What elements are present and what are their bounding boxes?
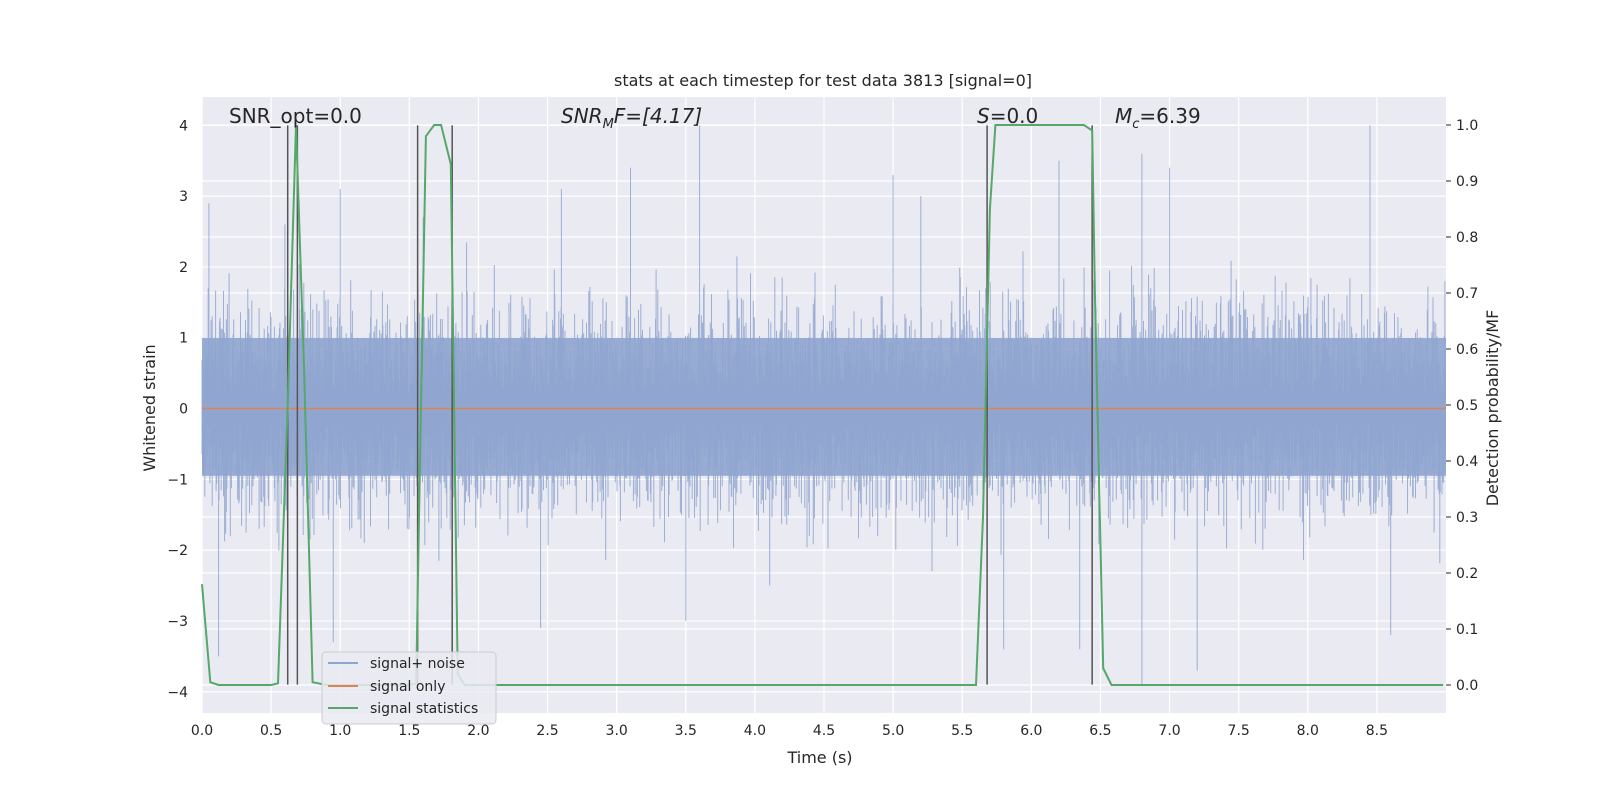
x-tick-label: 6.0 [1020,723,1042,739]
noise-core-band [202,337,1446,476]
y2-tick-label: 0.6 [1456,342,1478,358]
y2-tick-label: 0.4 [1456,454,1478,470]
legend-box [321,651,497,725]
x-tick-label: 2.0 [467,723,489,739]
x-tick-label: 0.0 [191,723,213,739]
y2-tick-label: 1.0 [1456,118,1478,134]
y2-tick-label: 0.2 [1456,566,1478,582]
annotation-s-prefix: S [977,104,990,128]
x-tick-label: 2.5 [536,723,558,739]
annotation-snr-mf: SNRMF=[4.17] [561,104,702,132]
y-tick-label: −4 [167,685,188,701]
x-axis-label: Time (s) [786,748,852,767]
legend-label-signal-only: signal only [370,679,445,695]
y-tick-label: 1 [179,331,188,347]
x-tick-label: 8.0 [1297,723,1319,739]
x-tick-label: 5.5 [951,723,973,739]
y-axis-label: Whitened strain [140,344,159,471]
y2-tick-label: 0.1 [1456,622,1478,638]
annotation-mc-prefix: M [1115,104,1132,128]
series-signal-noise [201,125,1446,685]
x-tick-label: 1.5 [398,723,420,739]
annotation-snr-mf-sub: M [603,117,614,132]
legend-label-signal-statistics: signal statistics [370,701,478,717]
chart-title: stats at each timestep for test data 381… [614,71,1032,90]
annotation-snr-opt: SNR_opt=0.0 [229,104,362,128]
y-tick-label: 0 [179,402,188,418]
x-tick-label: 5.0 [882,723,904,739]
y2-axis-label: Detection probability/MF [1483,310,1502,507]
x-tick-label: 0.5 [260,723,282,739]
y2-tick-label: 0.5 [1456,398,1478,414]
x-tick-label: 3.5 [675,723,697,739]
annotation-snr-mf-prefix: SNR [561,104,603,128]
x-tick-label: 3.0 [606,723,628,739]
y2-tick-label: 0.9 [1456,174,1478,190]
legend-label-signal-noise: signal+ noise [370,656,465,672]
x-tick-label: 8.5 [1366,723,1388,739]
y2-tick-label: 0.7 [1456,286,1478,302]
y-tick-label: −2 [167,543,188,559]
annotation-s: S=0.0 [977,104,1038,128]
x-tick-label: 4.0 [744,723,766,739]
y2-tick-label: 0.3 [1456,510,1478,526]
y-tick-label: −1 [167,472,188,488]
y-tick-label: 3 [179,189,188,205]
legend: signal+ noise signal only signal statist… [321,651,497,725]
x-tick-label: 6.5 [1089,723,1111,739]
annotation-mc-suffix: =6.39 [1139,104,1200,128]
annotation-snr-mf-suffix: F=[4.17] [614,104,702,128]
event-markers [286,125,1093,685]
annotation-s-suffix: =0.0 [990,104,1039,128]
annotation-mc-sub: c [1132,117,1139,132]
x-tick-label: 7.5 [1228,723,1250,739]
y-tick-label: −3 [167,614,188,630]
x-tick-label: 1.0 [329,723,351,739]
y2-tick-label: 0.8 [1456,230,1478,246]
x-tick-label: 7.0 [1158,723,1180,739]
annotation-mc: Mc=6.39 [1115,104,1201,132]
y-tick-label: 4 [179,118,188,134]
axis-ticks: 0.0 0.5 1.0 1.5 2.0 2.5 3.0 3.5 4.0 4.5 5.0 5.5 6.0 6… [167,118,1478,739]
y2-tick-label: 0.0 [1456,678,1478,694]
x-tick-label: 4.5 [813,723,835,739]
y-tick-label: 2 [179,260,188,276]
